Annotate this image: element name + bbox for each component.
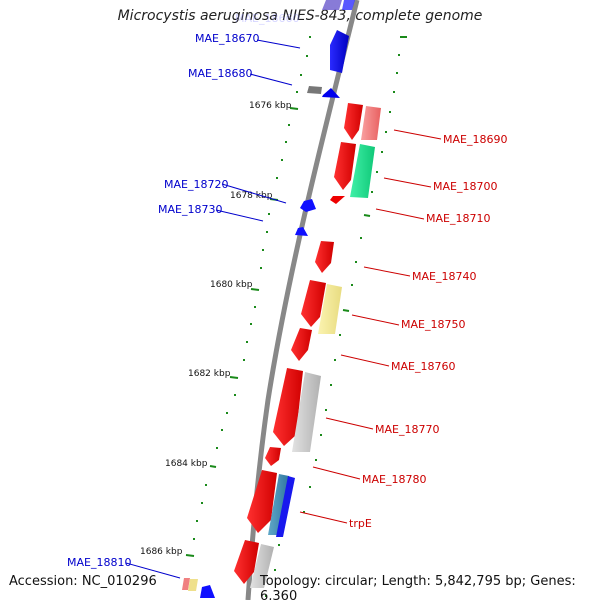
gene-label-mae-18670[interactable]: MAE_18670 [195, 32, 259, 45]
gene-label-mae-18780[interactable]: MAE_18780 [362, 473, 426, 486]
gene-label-mae-18700[interactable]: MAE_18700 [433, 180, 497, 193]
gene-arrow-mae-18750-yellow[interactable] [318, 284, 342, 334]
gene-arrow-mae-18680[interactable] [322, 88, 340, 98]
accession-text: Accession: NC_010296 [9, 574, 157, 589]
leader-lines [125, 39, 442, 579]
gene-arrow-mae-18770[interactable] [273, 368, 303, 446]
gene-label-mae-18730[interactable]: MAE_18730 [158, 203, 222, 216]
kbp-ticks: 1676 kbp 1678 kbp 1680 kbp 1682 kbp 1684… [140, 101, 292, 557]
gene-arrow-mae-18700[interactable] [334, 142, 356, 190]
partial-top-label: MAE_18660 [235, 12, 299, 25]
kbp-tick-label: 1682 kbp [188, 369, 231, 379]
kbp-tick-label: 1680 kbp [210, 280, 253, 290]
gene-arrow-mae-18680-gray[interactable] [307, 86, 322, 94]
gene-arrow-mae-18810[interactable] [200, 585, 215, 598]
gene-arrow-mae-18760[interactable] [291, 328, 312, 361]
gene-arrow-mae-18670[interactable] [330, 30, 349, 73]
map-title: Microcystis aeruginosa NIES-843, complet… [117, 8, 483, 24]
gene-arrow-bottom-gray[interactable] [250, 544, 274, 588]
gene-arrow-trpe-blue[interactable] [276, 476, 295, 537]
gene-arrow-trpe[interactable] [247, 470, 277, 533]
gene-label-mae-18750[interactable]: MAE_18750 [401, 318, 465, 331]
gene-arrow-mae-18770-gray[interactable] [292, 372, 321, 452]
gene-arrow-mae-18810-pink[interactable] [182, 578, 190, 590]
gene-labels: MAE_18670 MAE_18680 MAE_18690 MAE_18700 … [67, 32, 507, 569]
gene-label-trpe[interactable]: trpE [349, 517, 372, 530]
gene-arrow-trpe-teal[interactable] [268, 474, 289, 535]
gene-features [182, 0, 381, 598]
gene-arrow-mae-18710[interactable] [330, 196, 345, 204]
gene-arrow-top-blue[interactable] [342, 0, 355, 10]
kbp-tick-label: 1676 kbp [249, 101, 292, 111]
gene-label-mae-18690[interactable]: MAE_18690 [443, 133, 507, 146]
gene-label-mae-18770[interactable]: MAE_18770 [375, 423, 439, 436]
gene-arrow-mae-18660[interactable] [322, 0, 342, 10]
kbp-tick-label: 1678 kbp [230, 191, 273, 201]
gene-arrow-mae-18700-rna[interactable] [350, 144, 375, 198]
gene-arrow-mae-18810-yellow[interactable] [188, 579, 198, 591]
gene-arrow-bottom-red[interactable] [234, 540, 259, 584]
gene-arrow-mae-18720[interactable] [300, 199, 316, 212]
gene-arrow-mae-18780[interactable] [265, 447, 281, 466]
topology-text: Topology: circular; Length: 5,842,795 bp… [260, 574, 576, 600]
gene-label-mae-18710[interactable]: MAE_18710 [426, 212, 490, 225]
gene-arrow-mae-18690[interactable] [344, 103, 363, 140]
gene-label-mae-18720[interactable]: MAE_18720 [164, 178, 228, 191]
kbp-tick-label: 1686 kbp [140, 547, 183, 557]
gene-label-mae-18810[interactable]: MAE_18810 [67, 556, 131, 569]
gene-arrow-mae-18690-rna[interactable] [361, 106, 381, 140]
gc-track-outer [265, 36, 407, 597]
kbp-tick-label: 1684 kbp [165, 459, 208, 469]
gene-arrow-mae-18750[interactable] [301, 280, 326, 327]
gene-label-mae-18680[interactable]: MAE_18680 [188, 67, 252, 80]
gene-label-mae-18760[interactable]: MAE_18760 [391, 360, 455, 373]
gene-arrow-mae-18740[interactable] [315, 241, 334, 273]
gene-arrow-mae-18730[interactable] [295, 227, 308, 236]
gene-label-mae-18740[interactable]: MAE_18740 [412, 270, 476, 283]
